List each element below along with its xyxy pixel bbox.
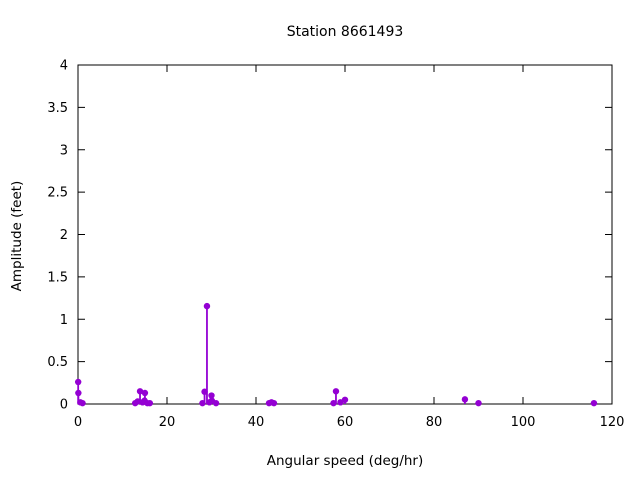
y-tick-label: 0 xyxy=(60,398,68,413)
data-point xyxy=(136,388,144,395)
y-tick-label: 3.5 xyxy=(47,101,68,116)
x-tick-label: 20 xyxy=(159,415,176,430)
y-tick-label: 0.5 xyxy=(47,355,68,370)
data-point xyxy=(75,389,82,397)
data-point xyxy=(141,389,149,397)
x-tick-label: 100 xyxy=(511,415,536,430)
y-tick-label: 2 xyxy=(60,228,68,243)
y-tick-label: 4 xyxy=(60,59,68,74)
y-axis-label: Amplitude (feet) xyxy=(9,180,25,292)
data-point xyxy=(590,399,598,407)
data-point xyxy=(74,378,82,386)
chart-title: Station 8661493 xyxy=(286,24,404,40)
x-tick-label: 80 xyxy=(426,415,443,430)
plot-border xyxy=(77,64,613,405)
data-point xyxy=(146,399,154,407)
data-point xyxy=(79,399,86,407)
data-point xyxy=(475,399,482,407)
data-point xyxy=(212,399,220,407)
x-tick-label: 40 xyxy=(248,415,265,430)
y-tick-label: 1.5 xyxy=(47,270,68,285)
data-point xyxy=(341,396,349,403)
data-point xyxy=(201,388,208,395)
x-tick-label: 60 xyxy=(337,415,354,430)
data-point xyxy=(330,399,337,407)
data-point xyxy=(461,396,469,403)
data-point xyxy=(208,392,215,399)
data-point xyxy=(332,388,340,395)
x-axis-label: Angular speed (deg/hr) xyxy=(266,453,424,469)
x-tick-label: 120 xyxy=(600,415,625,430)
data-point xyxy=(270,399,278,407)
data-point xyxy=(203,302,211,310)
x-tick-label: 0 xyxy=(74,415,82,430)
y-tick-label: 1 xyxy=(60,313,68,328)
data-point xyxy=(199,399,206,407)
data-point xyxy=(134,398,141,405)
y-tick-label: 2.5 xyxy=(47,186,68,201)
y-tick-label: 3 xyxy=(60,143,68,158)
